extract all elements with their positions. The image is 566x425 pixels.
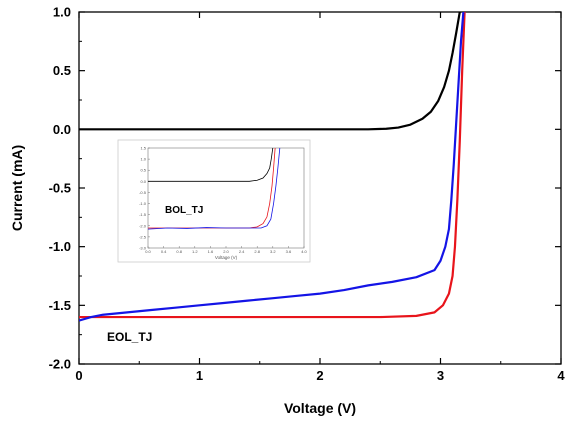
- inset-y-tick-label: -1.0: [139, 201, 147, 206]
- inset-series-group: [148, 148, 281, 230]
- x-tick-label: 2: [316, 368, 323, 383]
- y-tick-label: -2.0: [49, 357, 71, 372]
- inset-x-tick-label: 2.4: [239, 249, 245, 254]
- series-group: [79, 12, 466, 322]
- inset-x-tick-label: 2.8: [254, 249, 260, 254]
- inset-y-tick-label: 1.5: [140, 146, 146, 151]
- inset-panel: [117, 139, 311, 263]
- y-tick-label: -1.5: [49, 298, 71, 313]
- x-tick-label: 0: [75, 368, 82, 383]
- y-tick-label: 0.0: [53, 122, 71, 137]
- series-line-black: [79, 12, 461, 131]
- y-tick-label: 1.0: [53, 5, 71, 20]
- x-tick-label: 1: [196, 368, 203, 383]
- inset-series-line-black: [148, 148, 274, 182]
- inset-x-tick-label: 4.0: [301, 249, 307, 254]
- inset-y-tick-label: 1.0: [140, 157, 146, 162]
- inset-x-tick-label: 0.8: [176, 249, 182, 254]
- inset-x-tick-label: 2.0: [223, 249, 229, 254]
- x-axis-title: Voltage (V): [284, 400, 356, 416]
- inset-x-tick-label: 1.6: [208, 249, 214, 254]
- annotation-eol: EOL_TJ: [107, 330, 152, 344]
- inset-x-tick-label: 3.2: [270, 249, 276, 254]
- y-tick-label: 0.5: [53, 63, 71, 78]
- y-axis-title: Current (mA): [9, 145, 25, 231]
- inset-series-line-blue: [148, 148, 281, 230]
- inset-y-tick-label: 0.5: [140, 168, 146, 173]
- inset-y-tick-label: -0.5: [139, 190, 147, 195]
- inset-y-tick-label: 0.0: [140, 179, 146, 184]
- inset-x-axis-title: Voltage (V): [215, 255, 238, 260]
- x-tick-label: 3: [437, 368, 444, 383]
- y-tick-label: -0.5: [49, 181, 71, 196]
- annotation-bol: BOL_TJ: [165, 205, 203, 216]
- inset-y-tick-label: -1.5: [139, 212, 147, 217]
- inset-y-tick-label: -2.5: [139, 234, 147, 239]
- inset-x-tick-label: 3.6: [286, 249, 292, 254]
- inset-y-tick-label: -3.0: [139, 246, 147, 251]
- y-tick-label: -1.0: [49, 239, 71, 254]
- inset-x-tick-label: 0.0: [145, 249, 151, 254]
- series-line-red: [79, 12, 466, 319]
- inset-x-tick-label: 1.2: [192, 249, 198, 254]
- inset-y-tick-label: -2.0: [139, 223, 147, 228]
- inset-x-tick-label: 0.4: [161, 249, 167, 254]
- x-tick-label: 4: [557, 368, 565, 383]
- series-line-blue: [79, 12, 465, 322]
